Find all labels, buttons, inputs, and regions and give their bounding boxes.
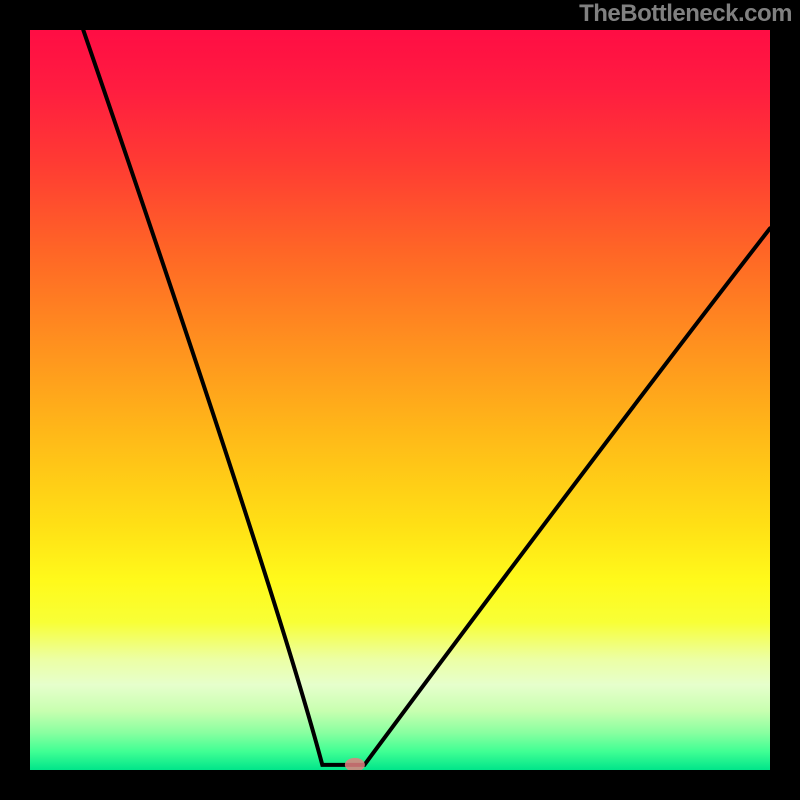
- watermark-text: TheBottleneck.com: [579, 0, 792, 28]
- optimum-marker: [345, 758, 365, 772]
- plot-background: [30, 30, 770, 770]
- bottleneck-chart: [0, 0, 800, 800]
- chart-container: TheBottleneck.com: [0, 0, 800, 800]
